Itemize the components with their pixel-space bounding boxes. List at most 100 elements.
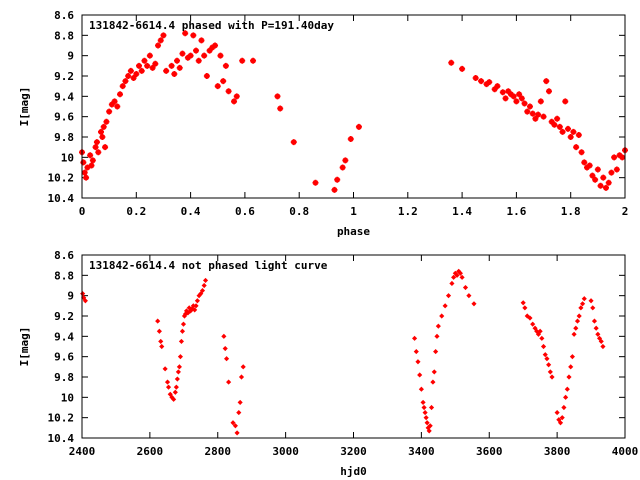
phased-data-point xyxy=(583,164,590,171)
phased-data-point xyxy=(155,42,162,49)
phased-data-point xyxy=(537,98,544,105)
phased-data-point xyxy=(95,149,102,156)
unphased-data-point xyxy=(417,372,423,378)
phased-data-point xyxy=(152,60,159,67)
phased-data-point xyxy=(529,110,536,117)
unphased-x-tick-label: 3200 xyxy=(340,445,367,458)
phased-data-point xyxy=(87,152,94,159)
unphased-data-point xyxy=(234,430,240,436)
phased-data-point xyxy=(114,103,121,110)
unphased-data-point xyxy=(462,284,469,291)
phased-data-point xyxy=(545,88,552,95)
unphased-data-point xyxy=(542,352,548,358)
phased-data-point xyxy=(334,176,341,183)
phased-plot-x-axis-label: phase xyxy=(337,225,370,238)
phased-y-tick-label: 9.6 xyxy=(54,111,74,124)
unphased-data-point xyxy=(532,325,538,331)
phased-data-point xyxy=(103,118,110,125)
phased-data-point xyxy=(83,174,90,181)
unphased-data-point xyxy=(537,328,543,334)
unphased-data-point xyxy=(554,410,560,416)
phased-data-point xyxy=(93,139,100,146)
phased-plot-points xyxy=(79,30,628,193)
unphased-data-point xyxy=(571,331,577,337)
unphased-data-point xyxy=(175,369,181,375)
phased-y-tick-label: 10 xyxy=(61,151,74,164)
phased-data-point xyxy=(201,52,208,59)
phased-data-point xyxy=(127,67,134,74)
phased-data-point xyxy=(486,79,493,86)
unphased-data-point xyxy=(459,274,465,280)
phased-data-point xyxy=(222,62,229,69)
phased-data-point xyxy=(491,86,498,93)
unphased-x-tick-label: 2400 xyxy=(69,445,96,458)
phased-data-point xyxy=(212,42,219,49)
phased-data-point xyxy=(548,118,555,125)
phased-data-point xyxy=(290,139,297,146)
unphased-y-tick-label: 10.4 xyxy=(48,432,75,445)
unphased-data-point xyxy=(595,331,601,337)
unphased-y-tick-label: 9.6 xyxy=(54,351,74,364)
phased-data-point xyxy=(157,37,164,44)
unphased-data-point xyxy=(449,280,455,287)
unphased-data-point xyxy=(540,343,547,350)
phased-data-point xyxy=(102,144,109,151)
unphased-data-point xyxy=(199,288,206,294)
phased-data-point xyxy=(174,57,181,64)
unphased-data-point xyxy=(155,318,161,324)
phased-data-point xyxy=(543,78,550,85)
unphased-data-point xyxy=(442,303,448,309)
unphased-data-point xyxy=(563,394,569,400)
phased-plot-ticks: 0 0.2 0.4 0.6 0.8 1 1.2 1.4 1.6 1.8 2 8.6 8.8 9 9.2 9.4… xyxy=(48,9,629,218)
phased-data-point xyxy=(570,128,577,135)
phased-data-point xyxy=(605,179,612,186)
phased-data-point xyxy=(125,73,132,79)
unphased-data-point xyxy=(413,349,419,355)
phased-data-point xyxy=(209,44,216,51)
phased-data-point xyxy=(163,67,170,74)
phased-y-tick-label: 9.4 xyxy=(54,90,74,103)
phased-data-point xyxy=(608,169,615,176)
phased-data-point xyxy=(589,172,596,179)
phased-data-point xyxy=(88,162,95,169)
unphased-data-point xyxy=(559,415,565,421)
phased-data-point xyxy=(524,108,531,115)
phased-data-point xyxy=(206,47,213,54)
unphased-data-point xyxy=(578,305,584,311)
unphased-data-point xyxy=(162,366,168,372)
unphased-data-point xyxy=(530,321,536,327)
phased-data-point xyxy=(513,98,520,105)
unphased-data-point xyxy=(598,338,604,344)
phased-data-point xyxy=(505,88,512,95)
unphased-data-point xyxy=(561,404,567,411)
phased-data-point xyxy=(117,91,124,98)
unphased-data-point xyxy=(534,328,540,334)
unphased-plot-y-axis-label: I[mag] xyxy=(18,327,31,367)
unphased-data-point xyxy=(434,333,440,339)
unphased-x-tick-label: 2800 xyxy=(205,445,232,458)
unphased-data-point xyxy=(435,323,441,329)
phased-data-point xyxy=(190,32,197,39)
unphased-data-point xyxy=(82,298,88,304)
phased-data-point xyxy=(564,125,571,132)
phased-data-point xyxy=(567,134,574,140)
unphased-data-point xyxy=(180,321,187,327)
phased-data-point xyxy=(81,169,88,176)
unphased-data-point xyxy=(172,389,178,395)
phased-data-point xyxy=(277,105,284,112)
unphased-data-point xyxy=(424,420,430,426)
unphased-plot-points xyxy=(80,268,606,436)
phased-data-point xyxy=(347,136,354,143)
phased-data-point xyxy=(80,159,87,166)
unphased-data-point xyxy=(547,369,553,375)
phased-data-point xyxy=(611,154,618,161)
phased-data-point xyxy=(225,88,232,95)
phased-y-tick-label: 9 xyxy=(67,50,74,63)
unphased-data-point xyxy=(431,369,437,375)
phased-data-point xyxy=(198,37,205,44)
phased-data-point xyxy=(597,182,604,189)
unphased-data-point xyxy=(177,354,183,360)
unphased-data-point xyxy=(240,364,246,370)
phased-data-point xyxy=(146,52,153,59)
